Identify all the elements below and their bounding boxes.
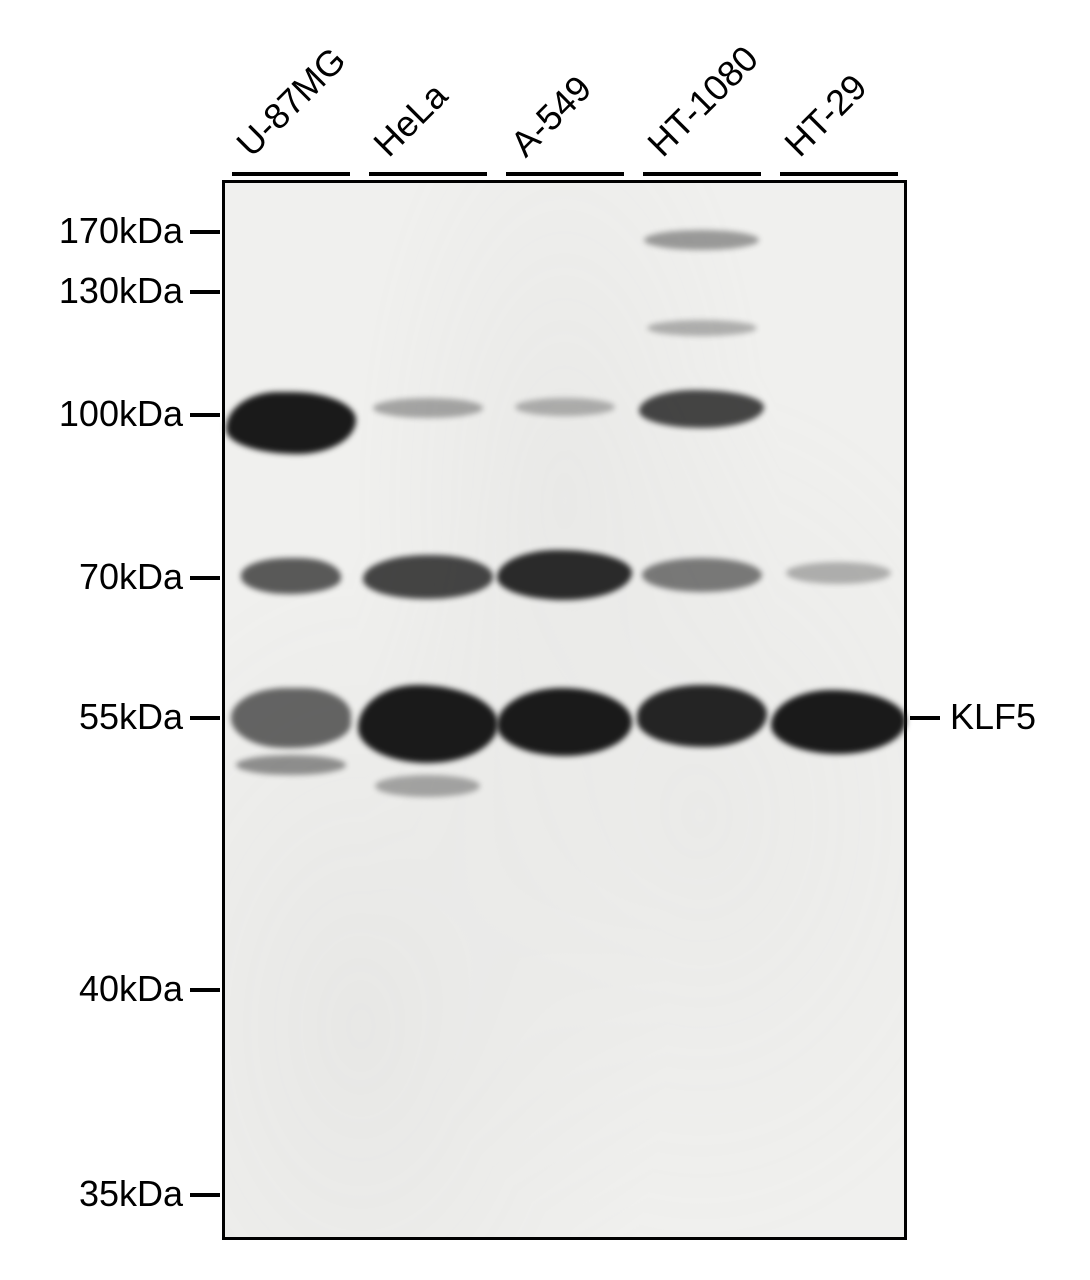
blot-band [375,775,480,797]
blot-band [226,392,356,454]
blot-band [515,398,615,416]
blot-band [241,558,341,594]
lane-underline [232,172,350,176]
mw-marker-tick [190,413,220,417]
blot-band [786,562,891,584]
mw-marker-label: 55kDa [79,696,183,738]
blot-band [497,688,632,756]
blot-band [642,558,762,592]
mw-marker-label: 35kDa [79,1173,183,1215]
blot-band [644,230,759,250]
mw-marker-tick [190,716,220,720]
blot-band [231,688,351,748]
mw-marker-label: 40kDa [79,968,183,1010]
target-label: KLF5 [950,696,1036,738]
western-blot-figure: U-87MGHeLa A-549 HT-1080HT-29 170kDa 130kDa… [0,0,1090,1280]
mw-marker-label: 100kDa [59,393,183,435]
blot-band [236,755,346,775]
target-tick [910,716,940,720]
blot-band [771,690,906,754]
blot-band [647,320,757,336]
lane-label: U-87MG [228,39,354,165]
lane-label: HT-1080 [639,38,766,165]
blot-band [373,398,483,418]
lane-underline [780,172,898,176]
mw-marker-label: 70kDa [79,556,183,598]
lane-underline [506,172,624,176]
blot-band [358,685,498,763]
mw-marker-label: 170kDa [59,210,183,252]
mw-marker-tick [190,988,220,992]
lane-underline [369,172,487,176]
lane-label: HeLa [365,74,456,165]
lane-label: HT-29 [776,66,875,165]
mw-marker-label: 130kDa [59,270,183,312]
mw-marker-tick [190,576,220,580]
mw-marker-tick [190,1193,220,1197]
lane-underline [643,172,761,176]
blot-band [363,555,493,599]
lane-label: A-549 [502,67,600,165]
blot-band [637,685,767,747]
mw-marker-tick [190,230,220,234]
mw-marker-tick [190,290,220,294]
